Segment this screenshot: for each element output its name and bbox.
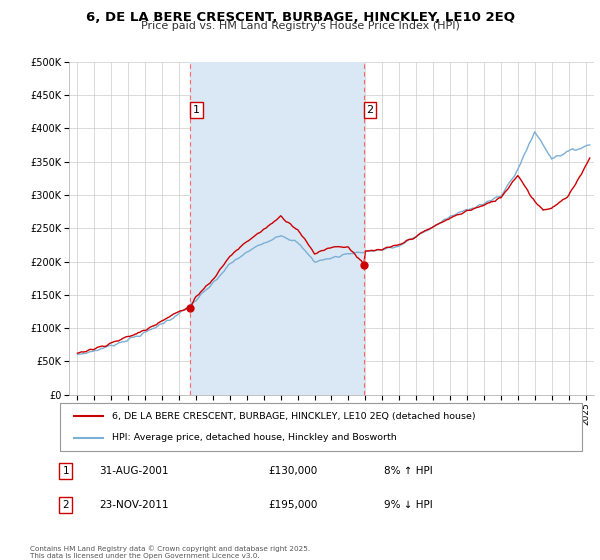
Text: 6, DE LA BERE CRESCENT, BURBAGE, HINCKLEY, LE10 2EQ: 6, DE LA BERE CRESCENT, BURBAGE, HINCKLE… bbox=[86, 11, 515, 24]
Text: 2: 2 bbox=[62, 500, 69, 510]
Text: 8% ↑ HPI: 8% ↑ HPI bbox=[383, 466, 433, 476]
Text: 1: 1 bbox=[193, 105, 200, 115]
Text: HPI: Average price, detached house, Hinckley and Bosworth: HPI: Average price, detached house, Hinc… bbox=[112, 433, 397, 442]
Bar bbox=[190, 62, 364, 395]
Text: 9% ↓ HPI: 9% ↓ HPI bbox=[383, 500, 433, 510]
Text: 1: 1 bbox=[62, 466, 69, 476]
Text: £130,000: £130,000 bbox=[269, 466, 318, 476]
Text: Contains HM Land Registry data © Crown copyright and database right 2025.
This d: Contains HM Land Registry data © Crown c… bbox=[30, 545, 310, 559]
Text: Price paid vs. HM Land Registry's House Price Index (HPI): Price paid vs. HM Land Registry's House … bbox=[140, 21, 460, 31]
Text: 31-AUG-2001: 31-AUG-2001 bbox=[99, 466, 169, 476]
Text: 23-NOV-2011: 23-NOV-2011 bbox=[99, 500, 169, 510]
Text: 6, DE LA BERE CRESCENT, BURBAGE, HINCKLEY, LE10 2EQ (detached house): 6, DE LA BERE CRESCENT, BURBAGE, HINCKLE… bbox=[112, 412, 476, 421]
FancyBboxPatch shape bbox=[60, 403, 582, 451]
Text: £195,000: £195,000 bbox=[269, 500, 318, 510]
Text: 2: 2 bbox=[367, 105, 374, 115]
